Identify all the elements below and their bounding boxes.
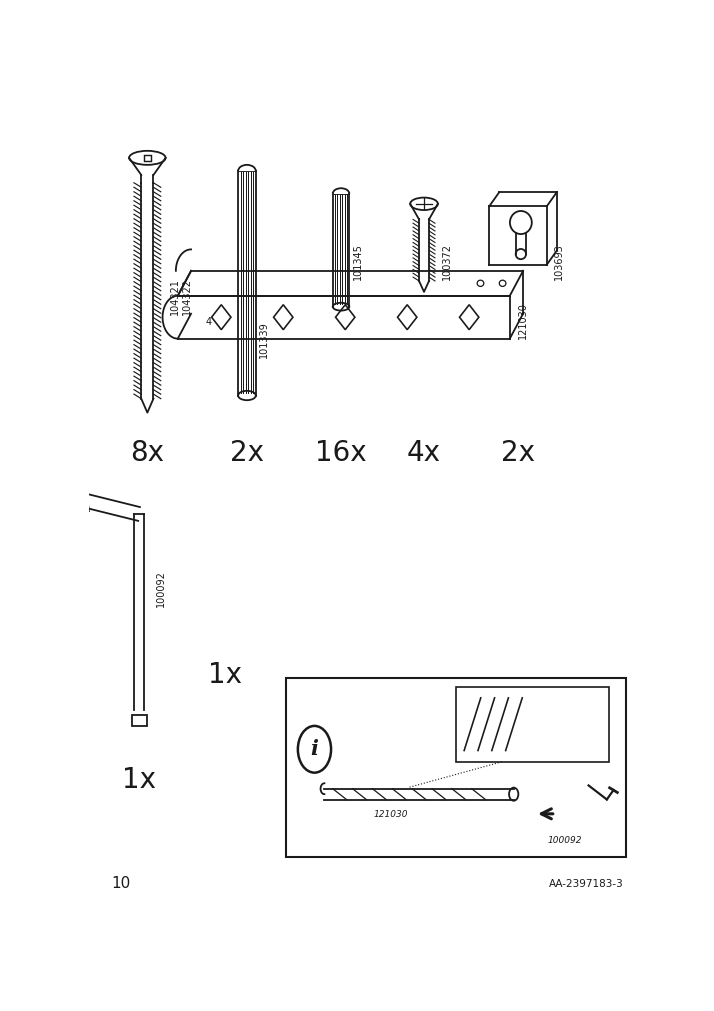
- Text: 103693: 103693: [554, 243, 564, 280]
- Text: 101339: 101339: [259, 320, 269, 358]
- Text: 104321
104322: 104321 104322: [169, 278, 192, 315]
- Text: 1x: 1x: [208, 660, 242, 688]
- Text: 1x: 1x: [122, 765, 156, 793]
- Text: 100372: 100372: [442, 243, 452, 280]
- Text: 8x: 8x: [131, 438, 164, 466]
- Text: 16x: 16x: [315, 438, 367, 466]
- Text: 100092: 100092: [156, 570, 166, 607]
- Text: 121030: 121030: [373, 809, 408, 818]
- Text: AA-2397183-3: AA-2397183-3: [548, 878, 623, 888]
- Text: i: i: [311, 738, 318, 758]
- Text: 121030: 121030: [518, 301, 528, 339]
- Text: 101345: 101345: [353, 243, 363, 280]
- Bar: [144, 156, 151, 162]
- Text: 4x: 4x: [407, 438, 441, 466]
- Bar: [131, 716, 146, 726]
- Text: 2x: 2x: [501, 438, 535, 466]
- Bar: [456, 686, 609, 762]
- Bar: [286, 678, 626, 857]
- Text: 4: 4: [205, 316, 211, 327]
- Text: 10: 10: [111, 876, 131, 890]
- Text: 2x: 2x: [230, 438, 264, 466]
- Text: 100092: 100092: [548, 835, 582, 844]
